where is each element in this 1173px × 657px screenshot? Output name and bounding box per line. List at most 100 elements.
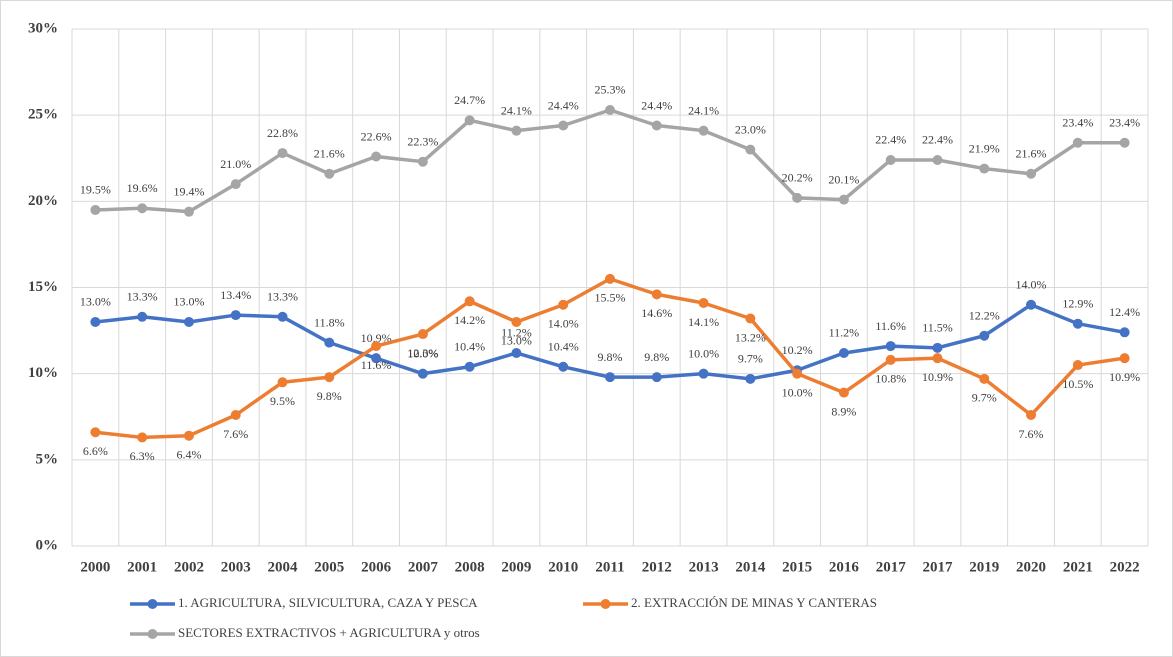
data-label: 22.4% xyxy=(875,133,906,147)
data-label: 6.6% xyxy=(83,444,108,458)
data-point xyxy=(558,120,569,131)
x-tick-label: 2008 xyxy=(455,559,485,575)
data-label: 19.5% xyxy=(80,183,111,197)
data-label: 12.2% xyxy=(969,309,1000,323)
data-label: 13.0% xyxy=(80,295,111,309)
data-point xyxy=(137,311,148,322)
x-tick-label: 2001 xyxy=(127,559,157,575)
data-label: 25.3% xyxy=(595,83,626,97)
x-tick-label: 2002 xyxy=(174,559,204,575)
data-point xyxy=(605,372,615,383)
data-label: 19.4% xyxy=(173,184,204,198)
x-tick-label: 2004 xyxy=(268,559,299,575)
data-point xyxy=(371,151,382,162)
x-tick-label: 2021 xyxy=(1063,559,1093,575)
data-label: 20.2% xyxy=(782,171,813,185)
x-tick-label: 2019 xyxy=(969,559,999,575)
data-point xyxy=(464,361,475,372)
x-tick-label: 2009 xyxy=(501,559,531,575)
data-point xyxy=(698,125,709,136)
data-point xyxy=(417,368,428,379)
data-label: 21.6% xyxy=(1016,147,1047,161)
x-tick-label: 2006 xyxy=(361,559,392,575)
data-label: 22.8% xyxy=(267,126,298,140)
data-label: 10.8% xyxy=(875,372,906,386)
data-point xyxy=(838,387,849,398)
data-label: 13.2% xyxy=(735,330,766,344)
data-point xyxy=(137,432,148,443)
data-point xyxy=(324,372,335,383)
data-label: 10.2% xyxy=(782,343,813,357)
data-point xyxy=(1026,299,1037,310)
x-tick-label: 2014 xyxy=(735,559,766,575)
x-tick-label: 2005 xyxy=(314,559,344,575)
data-point xyxy=(745,313,756,324)
data-point xyxy=(324,337,335,348)
data-point xyxy=(979,373,990,384)
data-label: 14.0% xyxy=(1016,277,1047,291)
data-point xyxy=(230,310,241,321)
data-point xyxy=(1072,360,1083,371)
data-label: 10.0% xyxy=(688,346,719,360)
data-label: 23.0% xyxy=(735,122,766,136)
data-label: 11.6% xyxy=(875,319,906,333)
data-point xyxy=(558,361,569,372)
data-label: 9.8% xyxy=(644,350,669,364)
data-label: 24.7% xyxy=(454,93,485,107)
data-point xyxy=(183,430,194,441)
data-point xyxy=(932,342,943,353)
data-point xyxy=(605,104,615,115)
data-point xyxy=(1072,318,1083,329)
data-point xyxy=(324,168,335,179)
data-label: 15.5% xyxy=(595,291,626,305)
data-label: 6.4% xyxy=(176,447,201,461)
data-label: 22.4% xyxy=(922,133,953,147)
data-label: 14.6% xyxy=(641,306,672,320)
data-label: 11.2% xyxy=(501,326,532,340)
data-point xyxy=(885,341,896,352)
data-point xyxy=(137,203,148,214)
data-point xyxy=(838,347,849,358)
data-point xyxy=(1119,327,1130,338)
data-label: 12.9% xyxy=(1062,296,1093,310)
data-label: 10.5% xyxy=(1062,377,1093,391)
data-label: 22.3% xyxy=(407,134,438,148)
data-label: 11.5% xyxy=(922,321,953,335)
data-point xyxy=(1119,353,1130,364)
y-tick-label: 15% xyxy=(28,279,58,295)
data-label: 13.3% xyxy=(127,290,158,304)
x-tick-label: 2017 xyxy=(876,559,907,575)
data-label: 13.3% xyxy=(267,290,298,304)
data-point xyxy=(277,148,288,159)
x-tick-label: 2000 xyxy=(80,559,110,575)
data-label: 20.1% xyxy=(828,172,859,186)
legend-label: 1. AGRICULTURA, SILVICULTURA, CAZA Y PES… xyxy=(178,595,478,610)
data-label: 12.4% xyxy=(1109,305,1140,319)
data-point xyxy=(1026,410,1037,421)
data-label: 9.8% xyxy=(317,389,342,403)
data-point xyxy=(605,273,615,284)
data-label: 21.0% xyxy=(220,157,251,171)
data-label: 9.8% xyxy=(598,350,623,364)
x-tick-label: 2003 xyxy=(221,559,251,575)
data-point xyxy=(1026,168,1037,179)
legend-marker xyxy=(147,629,158,639)
data-point xyxy=(230,410,241,421)
data-point xyxy=(511,316,522,327)
data-label: 22.6% xyxy=(361,129,392,143)
legend-marker xyxy=(147,599,158,609)
data-point xyxy=(417,329,428,340)
data-point xyxy=(838,194,849,205)
data-label: 7.6% xyxy=(1019,427,1044,441)
data-point xyxy=(651,372,662,383)
data-point xyxy=(511,347,522,358)
y-tick-label: 10% xyxy=(28,365,58,381)
data-label: 14.0% xyxy=(548,316,579,330)
data-point xyxy=(792,192,803,203)
data-point xyxy=(90,204,101,215)
data-point xyxy=(371,341,382,352)
x-tick-label: 2012 xyxy=(642,559,672,575)
data-label: 21.6% xyxy=(314,147,345,161)
data-label: 23.4% xyxy=(1109,115,1140,129)
data-label: 19.6% xyxy=(127,181,158,195)
